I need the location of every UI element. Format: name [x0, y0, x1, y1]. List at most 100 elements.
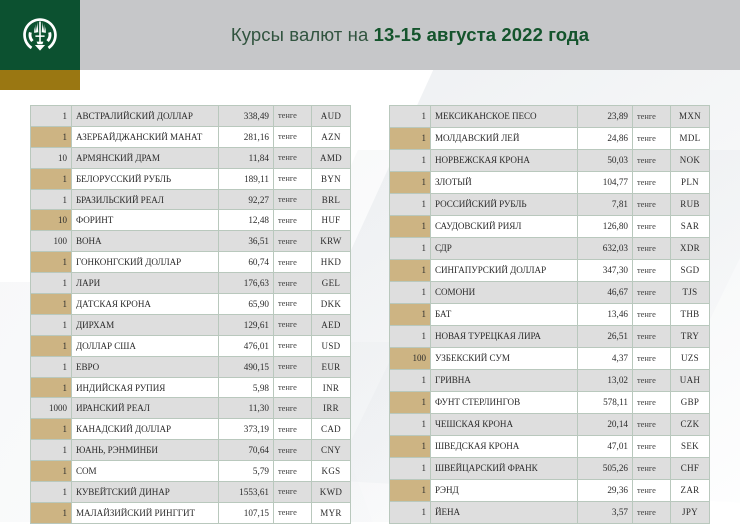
- row-currency-name: ЮАНЬ, РЭНМИНБИ: [71, 439, 219, 462]
- row-unit: тенге: [273, 167, 312, 190]
- row-quantity: 1: [389, 302, 431, 326]
- row-rate: 107,15: [218, 501, 274, 524]
- table-row: 100 ВОНА 36,51 тенге KRW: [30, 230, 351, 253]
- row-unit: тенге: [632, 478, 671, 502]
- table-row: 1000 ИРАНСКИЙ РЕАЛ 11,30 тенге IRR: [30, 397, 351, 420]
- row-currency-code: IRR: [311, 397, 351, 420]
- row-rate: 23,89: [577, 105, 633, 128]
- table-row: 1 ГОНКОНГСКИЙ ДОЛЛАР 60,74 тенге HKD: [30, 251, 351, 274]
- row-currency-code: AZN: [311, 125, 351, 148]
- row-currency-code: KRW: [311, 230, 351, 253]
- row-quantity: 1: [30, 293, 72, 315]
- table-row: 1 РОССИЙСКИЙ РУБЛЬ 7,81 тенге RUB: [389, 192, 710, 216]
- row-rate: 7,81: [577, 192, 633, 216]
- table-row: 1 БЕЛОРУССКИЙ РУБЛЬ 189,11 тенге BYN: [30, 167, 351, 190]
- row-currency-name: БЕЛОРУССКИЙ РУБЛЬ: [71, 167, 219, 190]
- row-currency-name: РОССИЙСКИЙ РУБЛЬ: [430, 192, 578, 216]
- table-row: 1 ЗЛОТЫЙ 104,77 тенге PLN: [389, 170, 710, 194]
- row-currency-code: XDR: [670, 236, 710, 260]
- row-currency-name: ЛАРИ: [71, 272, 219, 295]
- row-currency-name: ИНДИЙСКАЯ РУПИЯ: [71, 376, 219, 399]
- row-rate: 632,03: [577, 236, 633, 260]
- row-currency-code: GBP: [670, 390, 710, 414]
- row-currency-name: ЙЕНА: [430, 500, 578, 524]
- row-unit: тенге: [632, 236, 671, 260]
- row-quantity: 1: [30, 105, 72, 127]
- row-currency-code: CNY: [311, 439, 351, 462]
- row-unit: тенге: [632, 170, 671, 194]
- row-quantity: 1: [389, 258, 431, 282]
- row-rate: 5,79: [218, 460, 274, 483]
- row-quantity: 1: [30, 439, 72, 462]
- row-quantity: 1: [30, 125, 72, 148]
- row-rate: 26,51: [577, 324, 633, 348]
- row-quantity: 100: [389, 346, 431, 370]
- row-rate: 104,77: [577, 170, 633, 194]
- row-currency-name: ГОНКОНГСКИЙ ДОЛЛАР: [71, 251, 219, 274]
- row-quantity: 1: [389, 280, 431, 304]
- table-row: 1 НОРВЕЖСКАЯ КРОНА 50,03 тенге NOK: [389, 148, 710, 172]
- row-unit: тенге: [632, 434, 671, 458]
- row-unit: тенге: [273, 334, 312, 357]
- row-currency-name: НОВАЯ ТУРЕЦКАЯ ЛИРА: [430, 324, 578, 348]
- table-right-body: 1 МЕКСИКАНСКОЕ ПЕСО 23,89 тенге MXN 1 МОЛДАВСК…: [389, 105, 710, 524]
- row-currency-code: EUR: [311, 355, 351, 378]
- row-unit: тенге: [273, 313, 312, 336]
- row-quantity: 1: [389, 170, 431, 194]
- row-currency-code: SAR: [670, 214, 710, 238]
- table-row: 1 МОЛДАВСКИЙ ЛЕЙ 24,86 тенге MDL: [389, 126, 710, 150]
- table-row: 1 БАТ 13,46 тенге THB: [389, 302, 710, 326]
- row-currency-code: KGS: [311, 460, 351, 483]
- row-currency-name: УЗБЕКСКИЙ СУМ: [430, 346, 578, 370]
- row-rate: 1553,61: [218, 481, 274, 503]
- row-currency-code: UAH: [670, 368, 710, 392]
- row-unit: тенге: [273, 355, 312, 378]
- row-quantity: 1: [30, 418, 72, 441]
- row-currency-name: ГРИВНА: [430, 368, 578, 392]
- currency-rate-table-right: 1 МЕКСИКАНСКОЕ ПЕСО 23,89 тенге MXN 1 МОЛДАВСК…: [389, 105, 710, 524]
- table-left-body: 1 АВСТРАЛИЙСКИЙ ДОЛЛАР 338,49 тенге AUD 1 АЗЕР…: [30, 105, 351, 524]
- row-quantity: 1: [389, 214, 431, 238]
- row-currency-name: СИНГАПУРСКИЙ ДОЛЛАР: [430, 258, 578, 282]
- row-unit: тенге: [273, 293, 312, 315]
- table-row: 1 ИНДИЙСКАЯ РУПИЯ 5,98 тенге INR: [30, 376, 351, 399]
- row-rate: 20,14: [577, 412, 633, 436]
- row-currency-name: МОЛДАВСКИЙ ЛЕЙ: [430, 126, 578, 150]
- table-row: 100 УЗБЕКСКИЙ СУМ 4,37 тенге UZS: [389, 346, 710, 370]
- row-unit: тенге: [273, 105, 312, 127]
- row-unit: тенге: [273, 397, 312, 420]
- row-quantity: 1: [389, 324, 431, 348]
- row-rate: 12,48: [218, 209, 274, 232]
- row-currency-code: HKD: [311, 251, 351, 274]
- row-currency-code: KWD: [311, 481, 351, 503]
- row-rate: 338,49: [218, 105, 274, 127]
- row-unit: тенге: [273, 439, 312, 462]
- row-rate: 70,64: [218, 439, 274, 462]
- row-currency-code: THB: [670, 302, 710, 326]
- row-currency-code: UZS: [670, 346, 710, 370]
- row-currency-code: CAD: [311, 418, 351, 441]
- table-row: 1 РЭНД 29,36 тенге ZAR: [389, 478, 710, 502]
- row-unit: тенге: [273, 272, 312, 295]
- table-row: 1 ДИРХАМ 129,61 тенге AED: [30, 313, 351, 336]
- page-header: Курсы валют на 13-15 августа 2022 года: [0, 0, 740, 90]
- row-unit: тенге: [273, 188, 312, 211]
- row-currency-name: ЗЛОТЫЙ: [430, 170, 578, 194]
- table-row: 1 ЕВРО 490,15 тенге EUR: [30, 355, 351, 378]
- row-currency-code: ZAR: [670, 478, 710, 502]
- row-currency-name: КУВЕЙТСКИЙ ДИНАР: [71, 481, 219, 503]
- row-currency-code: RUB: [670, 192, 710, 216]
- table-row: 1 БРАЗИЛЬСКИЙ РЕАЛ 92,27 тенге BRL: [30, 188, 351, 211]
- row-unit: тенге: [632, 280, 671, 304]
- row-currency-name: ФУНТ СТЕРЛИНГОВ: [430, 390, 578, 414]
- table-row: 1 ЛАРИ 176,63 тенге GEL: [30, 272, 351, 295]
- row-currency-name: СОМОНИ: [430, 280, 578, 304]
- row-unit: тенге: [632, 258, 671, 282]
- row-rate: 578,11: [577, 390, 633, 414]
- national-emblem-icon: [23, 18, 57, 51]
- row-rate: 347,30: [577, 258, 633, 282]
- row-rate: 490,15: [218, 355, 274, 378]
- row-quantity: 1: [389, 434, 431, 458]
- row-quantity: 1: [389, 390, 431, 414]
- currency-rate-table-left: 1 АВСТРАЛИЙСКИЙ ДОЛЛАР 338,49 тенге AUD 1 АЗЕР…: [30, 105, 351, 524]
